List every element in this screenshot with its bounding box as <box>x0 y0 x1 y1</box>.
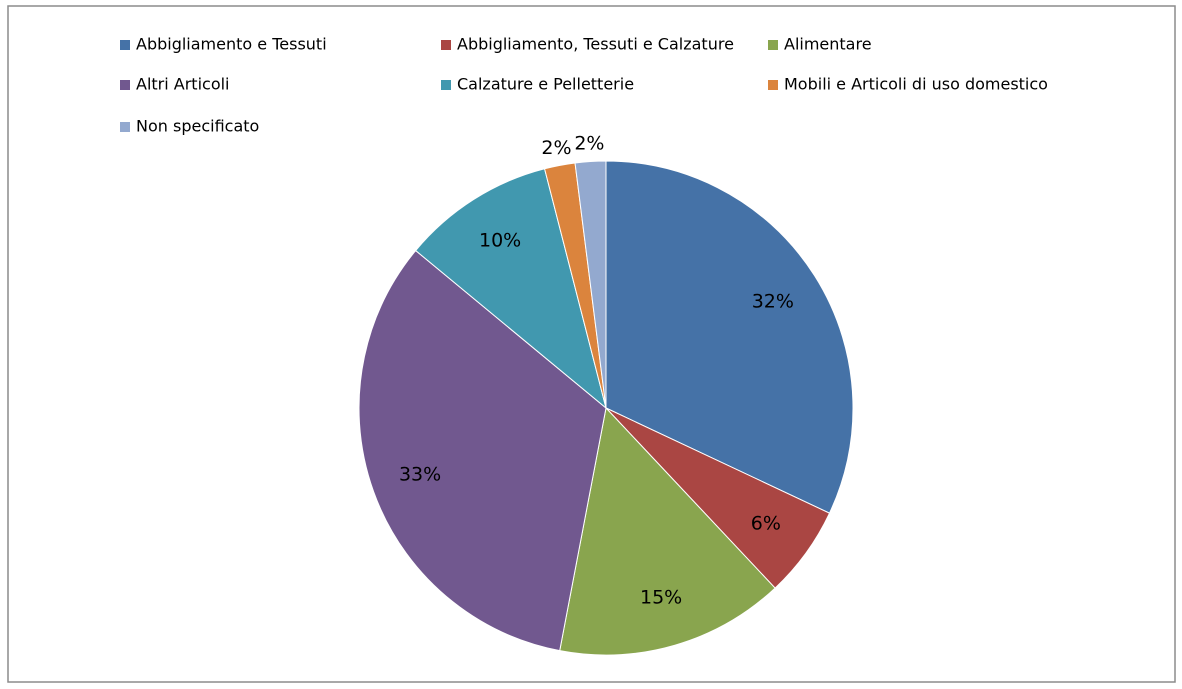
legend-label: Abbigliamento, Tessuti e Calzature <box>457 35 734 54</box>
legend-swatch <box>768 80 778 90</box>
legend-label: Altri Articoli <box>136 75 230 94</box>
legend-label: Calzature e Pelletterie <box>457 75 634 94</box>
legend-swatch <box>120 122 130 132</box>
legend-swatch <box>441 40 451 50</box>
legend-label: Non specificato <box>136 117 259 136</box>
data-label: 32% <box>752 291 794 313</box>
pie-slice <box>358 249 607 652</box>
data-label: 15% <box>640 586 682 608</box>
pie-slice <box>574 160 607 409</box>
pie-slice <box>414 168 607 410</box>
data-label: 33% <box>399 463 441 485</box>
legend-swatch <box>768 40 778 50</box>
data-label: 2% <box>541 137 571 159</box>
pie-slice <box>605 160 854 514</box>
pie-slice <box>559 406 776 656</box>
data-label: 6% <box>751 513 781 535</box>
legend-swatch <box>120 80 130 90</box>
legend-label: Mobili e Articoli di uso domestico <box>784 75 1048 94</box>
legend-swatch <box>120 40 130 50</box>
legend-label: Abbigliamento e Tessuti <box>136 35 327 54</box>
legend-label: Alimentare <box>784 35 872 54</box>
data-label: 2% <box>574 133 604 155</box>
legend-swatch <box>441 80 451 90</box>
data-label: 10% <box>479 230 521 252</box>
